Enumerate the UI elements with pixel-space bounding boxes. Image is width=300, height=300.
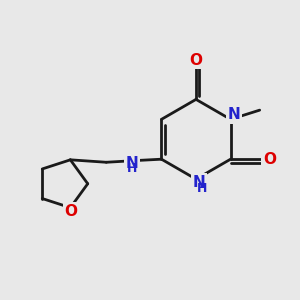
Text: O: O [263, 152, 276, 167]
Text: N: N [126, 156, 139, 171]
Text: H: H [197, 182, 207, 195]
Text: N: N [193, 175, 206, 190]
Text: N: N [227, 107, 240, 122]
Text: O: O [64, 204, 77, 219]
Text: H: H [127, 162, 137, 175]
Text: O: O [190, 53, 202, 68]
